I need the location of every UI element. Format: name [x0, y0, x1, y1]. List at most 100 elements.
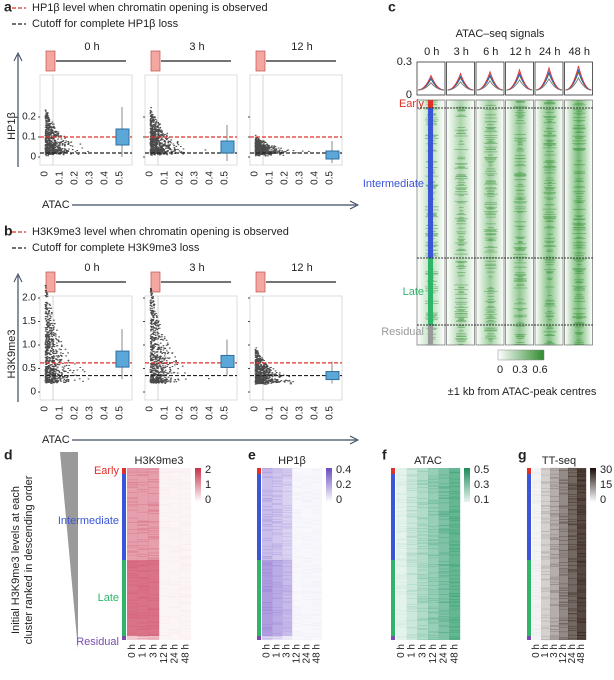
cluster-label: Residual — [381, 326, 424, 338]
heatmap-frame — [505, 99, 534, 346]
y-axis-label: H3K9me3 — [6, 330, 18, 379]
heatmap-col — [535, 100, 563, 345]
heat-cell — [417, 468, 429, 474]
panel-letter: b — [4, 223, 13, 239]
scatter-points — [149, 107, 207, 156]
cluster-bar — [428, 325, 433, 345]
x-tick-label: 1 h — [540, 644, 551, 658]
heat-cell — [312, 474, 323, 560]
x-tick-label: 0 h — [531, 644, 542, 658]
panel-title: HP1β — [278, 455, 306, 467]
heatmap-frame — [534, 99, 564, 346]
time-label: 0 h — [84, 41, 99, 53]
cluster-bar — [122, 560, 126, 636]
x-tick-label: 3 h — [549, 644, 560, 658]
profile-line — [506, 79, 533, 91]
top-box — [150, 50, 161, 72]
heat-cell — [438, 474, 450, 560]
heatmap-frame — [475, 99, 505, 346]
heat-cell — [159, 560, 170, 636]
heat-cell — [532, 474, 542, 560]
x-tick-label: 0.1 — [55, 171, 66, 185]
profile-line — [476, 80, 504, 91]
profile-line — [417, 74, 445, 91]
side-label: Initial H3K9me3 levels at each — [10, 486, 22, 634]
colorbar — [326, 468, 332, 502]
x-tick-label: 3 h — [417, 644, 428, 658]
heat-texture — [262, 468, 272, 640]
x-tick-label: 0.2 — [70, 406, 81, 420]
heat-cell — [550, 560, 560, 636]
heat-cell — [449, 468, 461, 474]
x-tick-label: 1 h — [407, 644, 418, 658]
x-tick-label: 0.1 — [265, 406, 276, 420]
colorbar — [497, 349, 545, 361]
y-tick-label: 0.5 — [22, 363, 36, 374]
x-tick-label: 0.5 — [325, 406, 336, 420]
x-tick-label: 12 h — [558, 644, 569, 663]
time-label: 24 h — [539, 46, 560, 58]
cluster-label: Late — [98, 592, 119, 604]
heat-cell — [406, 474, 418, 560]
colorbar-tick: 0 — [497, 364, 503, 376]
y-tick-label: 0 — [30, 387, 36, 398]
cluster-bar — [527, 636, 531, 640]
heat-cell — [302, 636, 313, 640]
profile-line — [535, 78, 563, 91]
heat-cell — [262, 636, 273, 640]
heat-cell — [541, 468, 551, 474]
x-tick-label: 0.1 — [55, 406, 66, 420]
heat-cell — [282, 636, 293, 640]
x-arrow-head — [349, 200, 360, 210]
heat-cell — [159, 474, 170, 560]
heat-cell — [406, 560, 418, 636]
y-axis-label: HP1β — [6, 112, 18, 140]
time-label: 0 h — [84, 262, 99, 274]
heat-texture — [396, 467, 407, 638]
time-label: 48 h — [569, 46, 590, 58]
heatmap-texture — [513, 101, 528, 346]
heat-cell — [438, 636, 450, 640]
heat-cell — [272, 636, 283, 640]
heat-cell — [127, 474, 138, 560]
x-tick-label: 1 h — [138, 644, 149, 658]
cluster-bar — [122, 474, 126, 560]
heat-cell — [577, 474, 587, 560]
x-tick-label: 1 h — [272, 644, 283, 658]
heat-cell — [292, 468, 303, 474]
heat-cell — [262, 474, 273, 560]
profile-frame — [534, 61, 564, 96]
legend-text: Cutoff for complete H3K9me3 loss — [32, 242, 200, 254]
heat-cell — [406, 636, 418, 640]
x-tick-label: 0 — [145, 171, 156, 177]
x-tick-label: 0 h — [127, 644, 138, 658]
profile-line — [506, 73, 533, 91]
heat-texture — [559, 470, 568, 640]
y-tick-label: 0.2 — [22, 112, 36, 123]
profile-line — [417, 82, 445, 91]
heat-cell — [148, 636, 160, 640]
x-tick-label: 24 h — [439, 644, 450, 663]
scatter-points — [149, 288, 210, 385]
panel-letter: a — [4, 0, 12, 15]
heat-texture — [137, 468, 149, 639]
heat-cell — [428, 560, 439, 636]
scatter-points — [44, 284, 90, 384]
x-tick-label: 0.5 — [115, 406, 126, 420]
x-tick-label: 48 h — [449, 644, 460, 663]
heat-cell — [449, 474, 461, 560]
colorbar-tick: 0 — [336, 494, 342, 506]
heat-cell — [532, 636, 542, 640]
plot-frame — [249, 74, 343, 166]
x-tick-label: 48 h — [576, 644, 587, 663]
profile-line — [447, 81, 474, 91]
heat-cell — [159, 636, 170, 640]
legend-text: Cutoff for complete HP1β loss — [32, 18, 179, 30]
y-arrow-head — [13, 272, 23, 283]
profile-frame — [416, 61, 446, 96]
cluster-bar — [391, 474, 395, 560]
cluster-bar — [122, 468, 126, 474]
